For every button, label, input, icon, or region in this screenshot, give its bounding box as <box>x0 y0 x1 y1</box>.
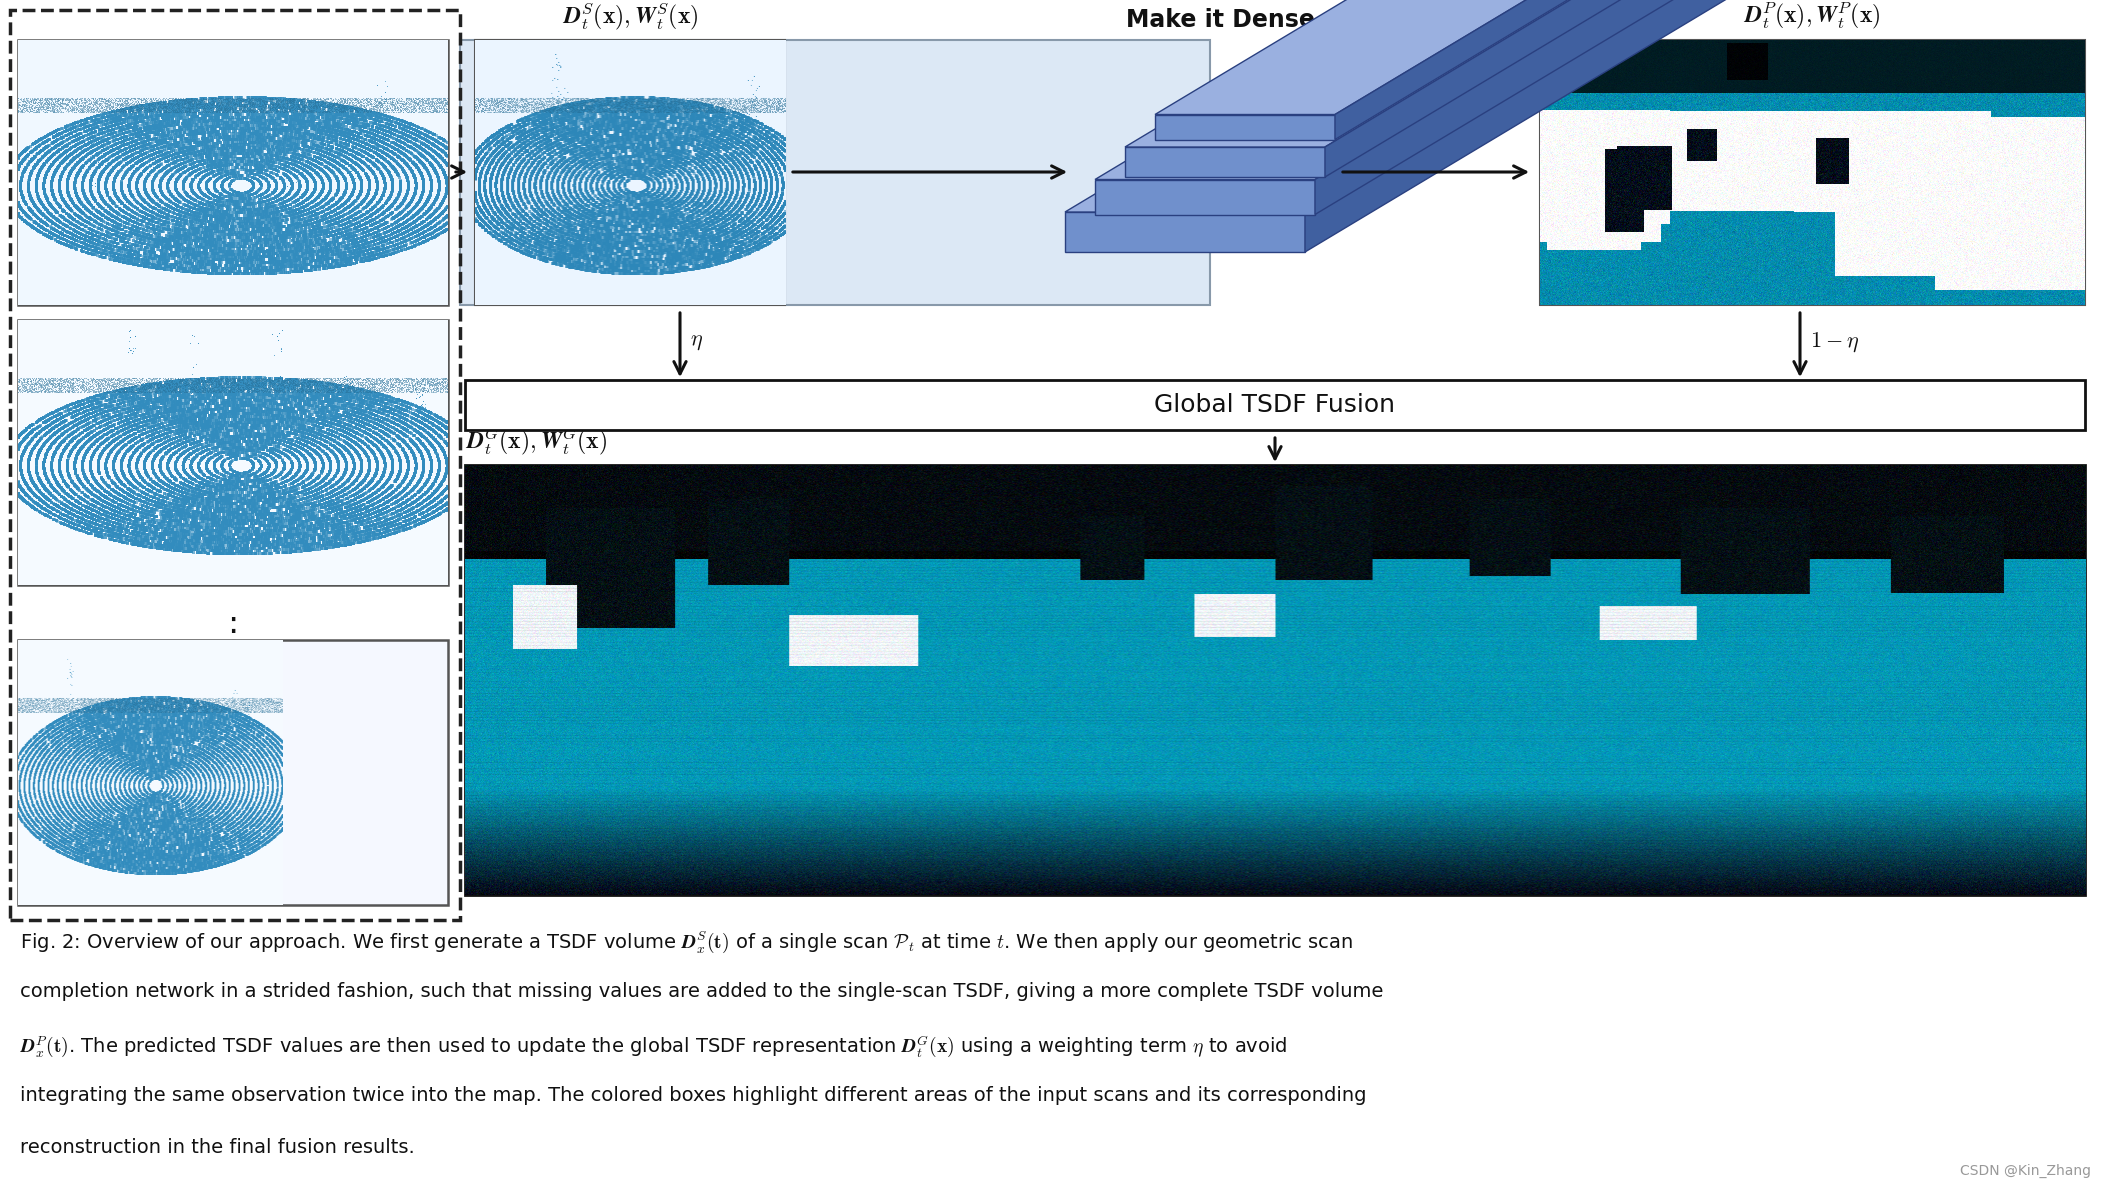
Bar <box>476 41 786 305</box>
Bar <box>459 41 1211 305</box>
Text: $\boldsymbol{D}_t^P(\mathbf{x}), \boldsymbol{W}_t^P(\mathbf{x})$: $\boldsymbol{D}_t^P(\mathbf{x}), \boldsy… <box>1744 1 1881 32</box>
Polygon shape <box>1095 179 1314 215</box>
Text: $\mathcal{P}_{...}$: $\mathcal{P}_{...}$ <box>27 870 67 895</box>
Polygon shape <box>1306 0 2055 252</box>
Bar <box>1539 41 2085 305</box>
Bar <box>465 381 2085 429</box>
Text: $\boldsymbol{D}_t^S(\mathbf{x}), \boldsymbol{W}_t^S(\mathbf{x})$: $\boldsymbol{D}_t^S(\mathbf{x}), \boldsy… <box>562 0 699 32</box>
Bar <box>11 10 459 920</box>
Text: completion network in a strided fashion, such that missing values are added to t: completion network in a strided fashion,… <box>19 982 1384 1001</box>
Polygon shape <box>1154 115 1335 140</box>
Text: $1-\eta$: $1-\eta$ <box>1809 330 1860 354</box>
Bar <box>465 465 2085 895</box>
Text: TSDF: TSDF <box>375 222 430 242</box>
Bar <box>19 41 449 305</box>
Bar <box>19 320 449 585</box>
Polygon shape <box>1325 0 1975 177</box>
Polygon shape <box>1335 0 1935 140</box>
Text: $\eta$: $\eta$ <box>691 332 703 352</box>
Text: Fig. 2: Overview of our approach. We first generate a TSDF volume $\boldsymbol{D: Fig. 2: Overview of our approach. We fir… <box>19 931 1352 956</box>
Polygon shape <box>1095 0 2015 179</box>
Polygon shape <box>1154 0 1935 115</box>
Text: reconstruction in the final fusion results.: reconstruction in the final fusion resul… <box>19 1138 415 1157</box>
Text: $\mathcal{P}_t$: $\mathcal{P}_t$ <box>27 270 55 295</box>
Bar <box>19 639 449 905</box>
Polygon shape <box>1066 212 1306 252</box>
Polygon shape <box>1066 0 2055 212</box>
Text: CSDN @Kin_Zhang: CSDN @Kin_Zhang <box>1961 1164 2091 1177</box>
Text: integrating the same observation twice into the map. The colored boxes highlight: integrating the same observation twice i… <box>19 1086 1367 1105</box>
Text: ⋮: ⋮ <box>217 616 251 648</box>
Polygon shape <box>1125 147 1325 177</box>
Text: $\mathcal{P}_{t-1}$: $\mathcal{P}_{t-1}$ <box>27 550 82 575</box>
Text: $\boldsymbol{D}_t^G(\mathbf{x}), \boldsymbol{W}_t^G(\mathbf{x})$: $\boldsymbol{D}_t^G(\mathbf{x}), \boldsy… <box>465 425 607 457</box>
Bar <box>459 41 1211 305</box>
Text: Global TSDF Fusion: Global TSDF Fusion <box>1154 392 1396 418</box>
Polygon shape <box>1314 0 2015 215</box>
Text: $\boldsymbol{D}_x^P(\mathbf{t})$. The predicted TSDF values are then used to upd: $\boldsymbol{D}_x^P(\mathbf{t})$. The pr… <box>19 1034 1287 1061</box>
Polygon shape <box>1125 0 1975 147</box>
Text: Make it Dense: Make it Dense <box>1125 8 1314 32</box>
